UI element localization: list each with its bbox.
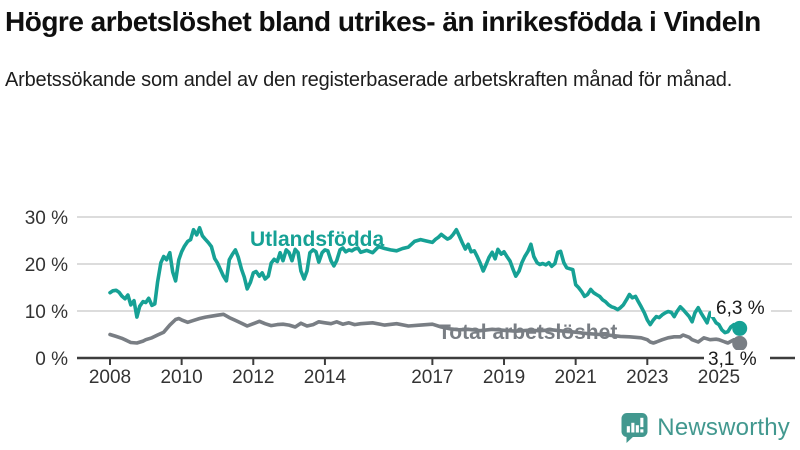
end-dot (732, 335, 748, 351)
y-tick-label: 30 % (25, 208, 68, 229)
chart-subtitle: Arbetssökande som andel av den registerb… (5, 68, 733, 91)
x-tick-label: 2025 (698, 367, 740, 388)
gridlines (77, 216, 792, 312)
series-line-total-arbetsl-shet (108, 312, 742, 346)
newsworthy-bubble-icon (621, 413, 648, 443)
x-tick-label: 2012 (232, 367, 274, 388)
x-tick-label: 2008 (89, 367, 131, 388)
y-tick-label: 10 % (25, 302, 68, 323)
x-tick-label: 2023 (626, 367, 668, 388)
y-tick-label: 0 % (35, 349, 68, 370)
end-value-total: 3,1 % (708, 349, 757, 370)
page-title: Högre arbetslöshet bland utrikes- än inr… (5, 6, 761, 37)
end-label-knockout (704, 350, 770, 368)
end-dot (732, 320, 748, 336)
series-lines (108, 225, 742, 346)
series-end-dots (732, 320, 748, 351)
y-tick-label: 20 % (25, 255, 68, 276)
x-axis: 2008 2010 2012 2014 2017 2019 2021 2023 2025 (77, 356, 795, 388)
chart-header: Högre arbetslöshet bland utrikes- än inr… (5, 4, 795, 93)
x-tick-label: 2017 (411, 367, 453, 388)
series-label-total: Total arbetslöshet (438, 321, 617, 344)
y-axis-labels: 0 % 10 % 20 % 30 % (25, 208, 68, 370)
x-tick-label: 2021 (555, 367, 597, 388)
x-tick-label: 2010 (160, 367, 202, 388)
brand-wordmark: Newsworthy (657, 414, 790, 441)
x-tick-label: 2019 (483, 367, 525, 388)
newsworthy-logo[interactable]: Newsworthy (620, 412, 790, 444)
end-value-utlandsfodda: 6,3 % (716, 298, 765, 319)
line-chart: 0 % 10 % 20 % 30 % 2008 2010 2012 2014 2017 2019… (0, 195, 800, 400)
end-label-knockout (711, 298, 771, 317)
series-label-utlandsfodda: Utlandsfödda (250, 228, 384, 251)
series-line-utlandsf-dda (108, 225, 742, 335)
x-tick-label: 2014 (304, 367, 347, 388)
chart-canvas: 0 % 10 % 20 % 30 % 2008 2010 2012 2014 2017 2019… (25, 208, 795, 388)
